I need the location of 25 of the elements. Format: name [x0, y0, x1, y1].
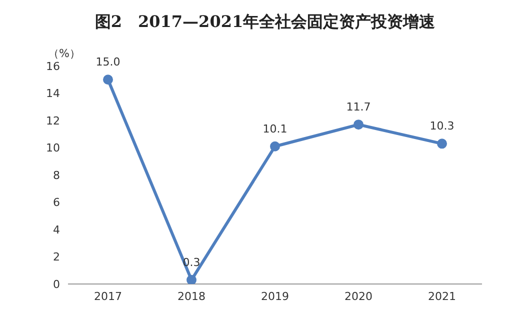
- point: [270, 141, 280, 152]
- point: [186, 274, 196, 284]
- point: [437, 138, 447, 149]
- y-tick-label: 6: [53, 196, 60, 210]
- x-tick-label: 2018: [178, 290, 206, 303]
- data-label: 10.1: [262, 122, 288, 136]
- data-label: 10.3: [430, 120, 454, 133]
- x-tick-label: 2020: [344, 290, 372, 303]
- y-tick-label: 2: [53, 250, 60, 264]
- y-axis-title: （%）: [48, 46, 80, 61]
- x-tick-label: 2017: [94, 290, 122, 303]
- y-tick-label: 14: [46, 87, 60, 100]
- y-tick-label: 12: [46, 114, 60, 128]
- point: [354, 120, 364, 130]
- y-tick-label: 4: [53, 223, 60, 236]
- x-tick-label: 2019: [261, 290, 289, 303]
- chart-title: 图2 2017—2021年全社会固定资产投资增速: [94, 11, 436, 33]
- x-tick-label: 2021: [428, 290, 456, 303]
- y-tick-label: 0: [53, 278, 60, 291]
- point: [103, 74, 113, 85]
- y-tick-label: 8: [53, 168, 60, 182]
- y-tick-label: 10: [46, 142, 60, 155]
- data-label: 11.7: [346, 100, 371, 114]
- y-tick-label: 16: [46, 60, 60, 73]
- data-label: 15.0: [96, 56, 120, 69]
